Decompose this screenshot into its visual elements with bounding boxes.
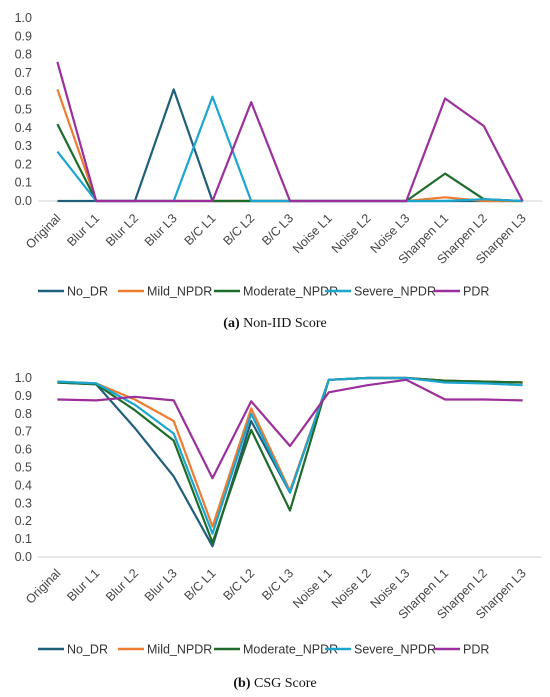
y-tick-label: 0.5 [15, 461, 32, 475]
y-tick-label: 0.7 [15, 425, 32, 439]
y-tick-label: 0.4 [15, 478, 32, 492]
y-tick-label: 0.5 [15, 103, 32, 117]
y-tick-label: 0.3 [15, 496, 32, 510]
legend-label: Moderate_NPDR [243, 643, 338, 657]
y-tick-label: 0.2 [15, 514, 32, 528]
x-tick-label: B/C L2 [220, 211, 257, 248]
y-tick-label: 0.1 [15, 532, 32, 546]
x-tick-label: Noise L2 [329, 566, 374, 611]
y-tick-label: 0.9 [15, 389, 32, 403]
legend-label: Severe_NPDR [354, 643, 436, 657]
x-tick-label: Blur L2 [103, 566, 141, 604]
y-tick-label: 0.0 [15, 194, 32, 208]
caption-a-text: Non-IID Score [243, 316, 327, 331]
non-iid-score-chart: 0.0 0.1 0.2 0.3 0.4 0.5 0.6 0.7 0.8 0.9 1.0 Origina… [15, 11, 542, 299]
y-tick-label: 0.6 [15, 443, 32, 457]
x-tick-label: Blur L3 [142, 566, 180, 604]
x-tick-label: B/C L3 [259, 566, 296, 603]
legend-label: No_DR [67, 285, 108, 299]
x-tick-label: Original [23, 566, 63, 606]
series-line-severe-npdr [57, 376, 523, 535]
x-tick-label: Noise L2 [329, 211, 374, 256]
x-tick-label: Blur L1 [64, 211, 102, 249]
series-line-moderate-npdr [57, 376, 523, 544]
chart-panel-b: 0.0 0.1 0.2 0.3 0.4 0.5 0.6 0.7 0.8 0.9 1.0 Origina… [0, 348, 550, 697]
x-tick-label: Original [23, 211, 63, 251]
caption-a-label: (a) [223, 316, 240, 331]
legend-label: Mild_NPDR [147, 643, 212, 657]
y-tick-label: 0.7 [15, 66, 32, 80]
legend-label: PDR [463, 285, 489, 299]
series-line-no-dr [57, 88, 523, 203]
x-tick-label: B/C L3 [259, 211, 296, 248]
x-tick-label: B/C L2 [220, 566, 257, 603]
series-line-pdr [57, 378, 523, 480]
y-tick-label: 1.0 [15, 371, 32, 385]
x-tick-label: B/C L1 [182, 566, 219, 603]
caption-b-label: (b) [233, 676, 251, 691]
y-tick-label: 0.3 [15, 139, 32, 153]
x-tick-label: Noise L1 [290, 566, 335, 611]
x-tick-label: Blur L1 [64, 566, 102, 604]
x-tick-label: Blur L2 [103, 211, 141, 249]
csg-score-chart: 0.0 0.1 0.2 0.3 0.4 0.5 0.6 0.7 0.8 0.9 1.0 Origina… [15, 371, 542, 657]
y-tick-label: 0.8 [15, 407, 32, 421]
series-line-severe-npdr [56, 95, 523, 203]
legend-label: Severe_NPDR [354, 285, 436, 299]
y-tick-label: 0.0 [15, 550, 32, 564]
y-tick-label: 0.6 [15, 84, 32, 98]
x-tick-label: Noise L1 [290, 211, 335, 256]
x-tick-label: Blur L3 [142, 211, 180, 249]
series-line-mild-npdr [56, 89, 523, 203]
legend-label: Moderate_NPDR [243, 285, 338, 299]
legend-label: No_DR [67, 643, 108, 657]
y-tick-label: 0.8 [15, 48, 32, 62]
caption-b: (b) CSG Score [0, 676, 550, 692]
caption-b-text: CSG Score [254, 676, 317, 691]
x-tick-label: B/C L1 [182, 211, 219, 248]
legend-label: PDR [463, 643, 489, 657]
chart-panel-a: 0.0 0.1 0.2 0.3 0.4 0.5 0.6 0.7 0.8 0.9 1.0 Origina… [0, 0, 550, 340]
legend-label: Mild_NPDR [147, 285, 212, 299]
y-tick-label: 1.0 [15, 11, 32, 25]
y-tick-label: 0.1 [15, 176, 32, 190]
y-tick-label: 0.9 [15, 29, 32, 43]
series-line-moderate-npdr [56, 123, 523, 203]
y-tick-label: 0.4 [15, 121, 32, 135]
caption-a: (a) Non-IID Score [0, 316, 550, 332]
series-line-pdr [56, 61, 524, 203]
y-tick-label: 0.2 [15, 157, 32, 171]
series-line-no-dr [57, 376, 523, 548]
